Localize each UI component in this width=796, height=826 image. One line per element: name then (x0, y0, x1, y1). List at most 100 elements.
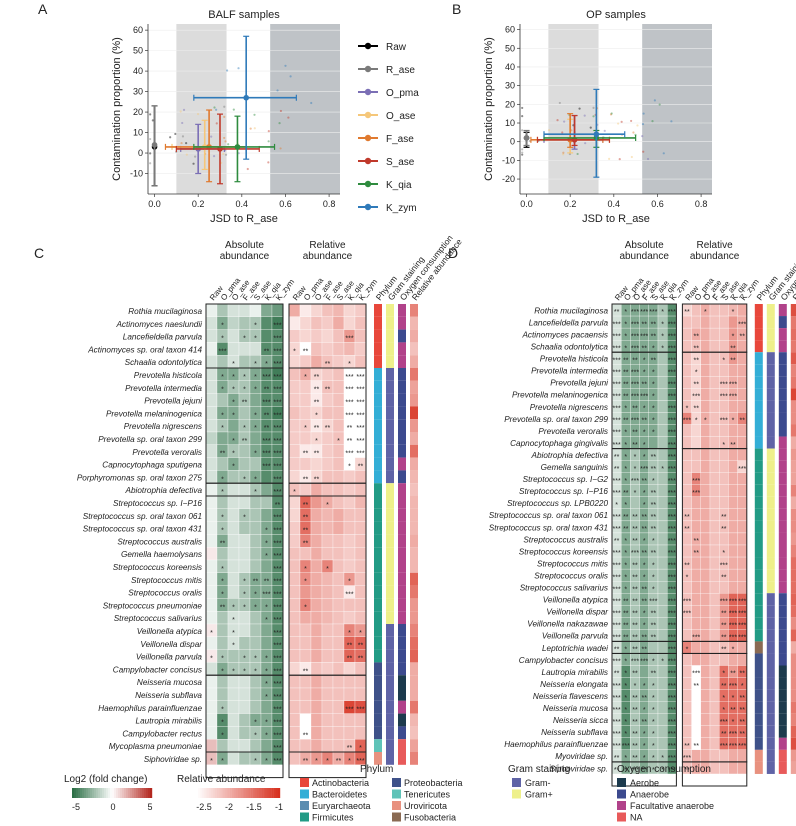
colorbar-segment (140, 788, 143, 798)
significance-mark: * (221, 515, 224, 522)
sample-point (617, 122, 620, 125)
heatmap-cell (238, 342, 251, 356)
heatmap-cell (691, 725, 701, 738)
row-label: Prevotella veroralis (538, 427, 608, 436)
y-tick-label: 60 (505, 25, 515, 35)
annotation-cell (398, 521, 406, 535)
heatmap-cell (299, 675, 312, 689)
heatmap-cell (238, 675, 251, 689)
annotation-cell (386, 521, 394, 535)
significance-mark: ** (651, 635, 657, 642)
significance-mark: *** (273, 707, 281, 714)
annotation-cell (790, 629, 796, 642)
colorbar-segment (265, 788, 268, 798)
significance-mark: *** (613, 623, 621, 630)
significance-mark: * (704, 309, 707, 316)
y-tick-label: -10 (502, 155, 515, 165)
significance-mark: ** (632, 719, 638, 726)
heatmap-cell (205, 444, 218, 458)
colorbar-segment (90, 788, 93, 798)
heatmap-cell (227, 483, 240, 497)
heatmap-cell (709, 339, 720, 353)
heatmap-cell (321, 316, 334, 330)
heatmap-cell (657, 568, 668, 582)
significance-mark: *** (631, 394, 639, 401)
significance-mark: ** (641, 550, 647, 557)
significance-mark: ** (347, 745, 353, 752)
heatmap-cell (249, 559, 262, 573)
heatmap-cell (700, 484, 711, 497)
heatmap-cell (321, 406, 334, 420)
heatmap-cell (682, 376, 692, 389)
annotation-cell (398, 598, 406, 612)
heatmap-cell (737, 448, 747, 461)
sample-point (610, 112, 613, 115)
annotation-cell (374, 534, 382, 548)
annotation-cell (778, 460, 787, 473)
heatmap-cell (288, 393, 301, 407)
significance-mark: ** (721, 574, 727, 581)
significance-mark: *** (668, 430, 676, 437)
significance-mark: * (232, 643, 235, 650)
heatmap-cell (700, 749, 711, 763)
significance-mark: *** (613, 490, 621, 497)
annotation-cell (754, 665, 763, 678)
heatmap-cell (260, 303, 273, 317)
annotation-cell (778, 520, 787, 533)
significance-mark: * (359, 630, 362, 637)
sample-point (267, 161, 270, 164)
row-label: Veillonella atypica (137, 627, 203, 636)
colorbar-segment (198, 788, 201, 798)
sample-point (521, 129, 524, 132)
significance-mark: ** (632, 514, 638, 521)
significance-mark: * (634, 466, 637, 473)
heatmap-cell (310, 521, 323, 535)
significance-mark: *** (631, 321, 639, 328)
significance-mark: * (686, 406, 689, 413)
heatmap-cell (216, 495, 229, 509)
sample-point (253, 127, 256, 130)
significance-mark: ** (641, 514, 647, 521)
significance-mark: *** (631, 418, 639, 425)
sample-point (223, 115, 226, 118)
heatmap-cell (709, 520, 720, 534)
annotation-cell (398, 560, 406, 573)
annotation-cell (754, 304, 763, 317)
annotation-cell (398, 470, 406, 484)
significance-mark: * (221, 412, 224, 419)
annotation-cell (410, 470, 418, 484)
sample-point (210, 135, 213, 138)
heatmap-cell (700, 665, 711, 678)
heatmap-cell (682, 581, 692, 594)
significance-mark: *** (631, 309, 639, 316)
significance-mark: ** (739, 671, 745, 678)
heatmap-cell (709, 581, 720, 594)
significance-mark: *** (683, 418, 691, 425)
annotation-cell (778, 737, 787, 750)
significance-mark: * (254, 489, 257, 496)
significance-mark: ** (721, 683, 727, 690)
heatmap-cell (216, 636, 229, 650)
significance-mark: *** (273, 348, 281, 355)
heatmap-cell (238, 303, 251, 317)
legend-marker (364, 65, 372, 73)
colorbar-segment (130, 788, 133, 798)
series-mean-point (151, 142, 158, 148)
significance-mark: ** (325, 361, 331, 368)
row-label: Actinomyces naeslundii (115, 320, 202, 329)
row-label: Leptotrichia wadei (542, 644, 608, 653)
significance-mark: * (304, 566, 307, 573)
annotation-cell (790, 593, 796, 606)
heatmap-cell (737, 568, 747, 582)
legend-swatch (617, 812, 626, 822)
significance-mark: *** (273, 668, 281, 675)
annotation-cell (766, 629, 775, 642)
significance-mark: *** (668, 514, 676, 521)
significance-mark: *** (356, 374, 364, 381)
heatmap-cell (343, 316, 356, 330)
heatmap-cell (321, 598, 334, 612)
annotation-cell (410, 508, 418, 522)
annotation-cell (374, 508, 382, 522)
heatmap-cell (719, 448, 729, 461)
